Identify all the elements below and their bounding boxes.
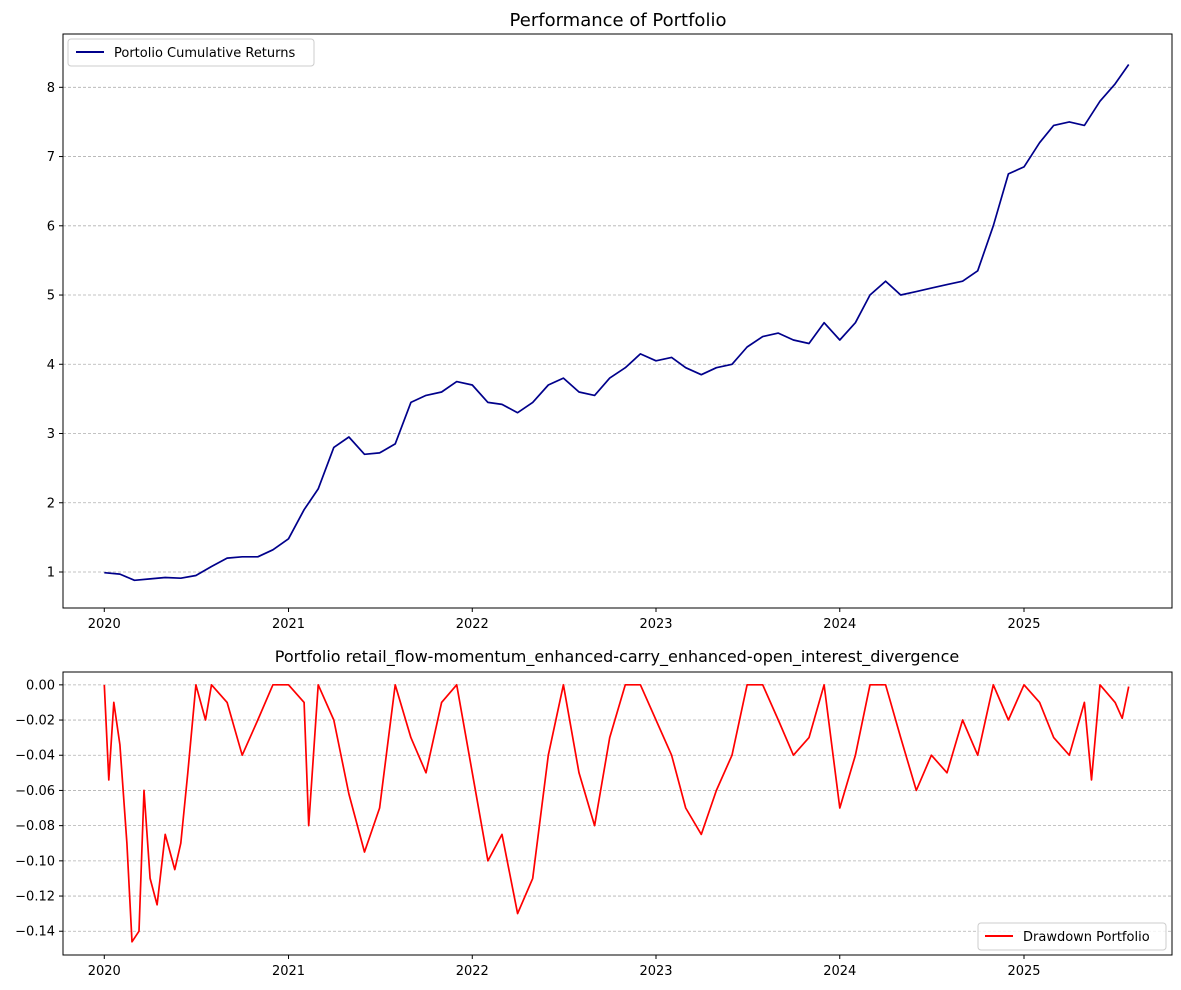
series-lines bbox=[104, 64, 1130, 582]
y-tick-label: −0.14 bbox=[15, 925, 55, 940]
x-tick-label: 2021 bbox=[272, 964, 305, 979]
y-tick-label: −0.12 bbox=[15, 890, 55, 905]
legend-box bbox=[977, 922, 1167, 951]
drawdown-chart: Portfolio retail_flow-momentum_enhanced-… bbox=[15, 647, 1173, 979]
y-tick-label: 4 bbox=[47, 358, 55, 373]
chart-title: Portfolio retail_flow-momentum_enhanced-… bbox=[275, 647, 959, 667]
x-tick-label: 2023 bbox=[639, 617, 672, 632]
x-tick-label: 2022 bbox=[456, 617, 489, 632]
y-tick-label: 5 bbox=[47, 289, 55, 304]
y-tick-label: 7 bbox=[47, 150, 55, 165]
y-tick-label: 2 bbox=[47, 496, 55, 511]
y-tick-label: 6 bbox=[47, 219, 55, 234]
y-tick-label: −0.10 bbox=[15, 854, 55, 869]
y-tick-label: −0.04 bbox=[15, 749, 55, 764]
y-axis-ticks: 0.00 −0.02 −0.04 −0.06 −0.08 −0.10 −0.12 −0.14 bbox=[15, 678, 63, 940]
y-tick-label: 1 bbox=[47, 565, 55, 580]
plot-frame bbox=[62, 33, 1173, 609]
x-tick-label: 2020 bbox=[88, 964, 121, 979]
legend: Drawdown Portfolio bbox=[977, 922, 1167, 951]
legend-box bbox=[67, 38, 315, 67]
y-tick-label: −0.08 bbox=[15, 819, 55, 834]
legend: Portolio Cumulative Returns bbox=[67, 38, 315, 67]
x-tick-label: 2024 bbox=[823, 617, 856, 632]
legend-label: Portolio Cumulative Returns bbox=[114, 46, 296, 61]
x-tick-label: 2025 bbox=[1007, 964, 1040, 979]
y-tick-label: −0.06 bbox=[15, 784, 55, 799]
y-tick-label: 0.00 bbox=[26, 678, 55, 693]
series-lines bbox=[103, 683, 1130, 943]
legend-label: Drawdown Portfolio bbox=[1023, 930, 1150, 945]
plot-frame bbox=[62, 671, 1173, 956]
y-tick-label: −0.02 bbox=[15, 714, 55, 729]
x-axis-ticks: 2020 2021 2022 2023 2024 2025 bbox=[88, 608, 1041, 632]
series-line bbox=[104, 64, 1130, 582]
y-tick-label: 3 bbox=[47, 427, 55, 442]
x-tick-label: 2022 bbox=[456, 964, 489, 979]
x-tick-label: 2021 bbox=[272, 617, 305, 632]
x-tick-label: 2024 bbox=[823, 964, 856, 979]
x-tick-label: 2020 bbox=[88, 617, 121, 632]
x-tick-label: 2023 bbox=[639, 964, 672, 979]
x-tick-label: 2025 bbox=[1007, 617, 1040, 632]
chart-title: Performance of Portfolio bbox=[510, 10, 727, 31]
series-line bbox=[103, 683, 1130, 943]
y-axis-ticks: 1 2 3 4 5 6 7 8 bbox=[47, 81, 63, 580]
x-axis-ticks: 2020 2021 2022 2023 2024 2025 bbox=[88, 955, 1041, 979]
performance-chart: Performance of Portfolio 2020 2021 2022 202… bbox=[47, 10, 1173, 632]
y-tick-label: 8 bbox=[47, 81, 55, 96]
